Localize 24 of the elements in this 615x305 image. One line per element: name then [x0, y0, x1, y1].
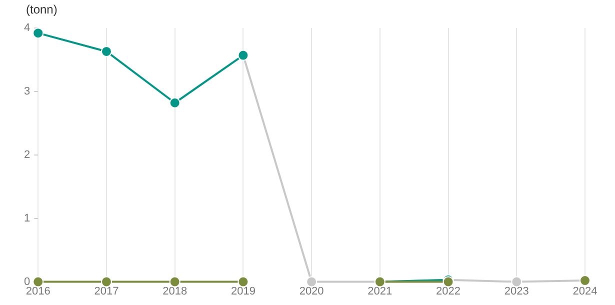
- x-tick-label: 2021: [368, 285, 392, 298]
- point: [32, 276, 44, 288]
- x-tick-label: 2023: [504, 285, 529, 298]
- y-tick-label: 2: [24, 148, 30, 161]
- point: [238, 276, 249, 288]
- x-tick-label: 2017: [94, 285, 119, 298]
- point: [100, 46, 112, 57]
- point: [169, 97, 180, 108]
- x-tick-label: 2019: [230, 285, 256, 298]
- x-tick-label: 2016: [26, 285, 50, 298]
- x-tick-label: 2024: [572, 285, 598, 298]
- point: [100, 276, 112, 288]
- x-tick-label: 2022: [436, 285, 461, 298]
- x-tick-label: 2018: [162, 285, 188, 298]
- y-axis-title: (tonn): [26, 2, 58, 16]
- y-tick-label: 0: [24, 276, 30, 288]
- y-tick-label: 3: [24, 85, 30, 98]
- point: [511, 276, 522, 288]
- point: [306, 276, 318, 288]
- x-tick-label: 2020: [299, 285, 324, 298]
- point: [169, 276, 180, 288]
- y-tick-label: 1: [24, 212, 30, 224]
- point: [32, 28, 44, 39]
- y-tick-label: 4: [24, 22, 30, 34]
